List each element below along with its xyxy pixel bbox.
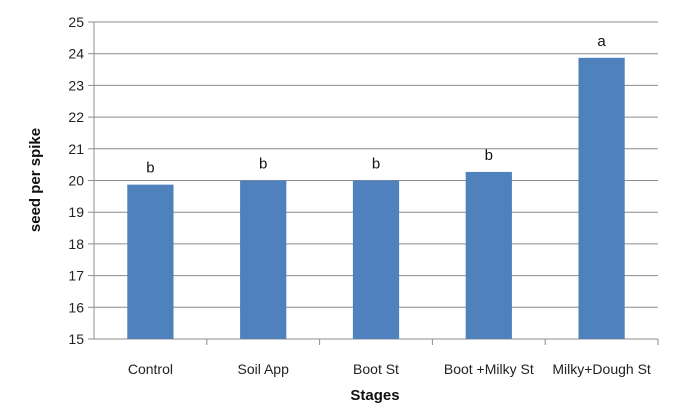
x-tick-label: Boot St xyxy=(353,361,399,377)
x-axis-title: Stages xyxy=(350,387,399,404)
y-tick-label: 23 xyxy=(68,77,84,93)
y-tick-label: 17 xyxy=(68,268,84,284)
bar xyxy=(127,184,174,339)
y-tick-label: 25 xyxy=(68,14,84,30)
bar xyxy=(578,57,625,340)
significance-label: b xyxy=(259,156,267,173)
y-tick-label: 18 xyxy=(68,236,84,252)
y-tick-label: 21 xyxy=(68,141,84,157)
bar xyxy=(352,180,400,339)
bar xyxy=(465,171,512,339)
y-axis-title: seed per spike xyxy=(27,128,44,232)
significance-label: a xyxy=(597,33,606,50)
x-tick-labels: Control Soil App Boot St Boot +Milky St Milk… xyxy=(128,361,651,377)
bars xyxy=(127,57,625,340)
y-tick-label: 19 xyxy=(68,204,84,220)
y-tick-label: 22 xyxy=(68,109,84,125)
x-tick-label: Boot +Milky St xyxy=(444,361,534,377)
bar xyxy=(240,180,287,339)
y-tick-label: 16 xyxy=(68,299,84,315)
significance-label: b xyxy=(372,156,380,173)
y-tick-labels: 15 16 17 18 19 20 21 22 23 24 25 xyxy=(68,14,84,347)
x-tick-label: Control xyxy=(128,361,173,377)
x-tick-label: Milky+Dough St xyxy=(552,361,651,377)
significance-label: b xyxy=(485,147,493,164)
y-tick-label: 20 xyxy=(68,173,84,189)
y-tick-label: 15 xyxy=(68,331,84,347)
x-tick-label: Soil App xyxy=(238,361,290,377)
bar-labels: b b b b a xyxy=(146,33,606,177)
y-tick-label: 24 xyxy=(68,46,84,62)
significance-label: b xyxy=(146,160,154,177)
